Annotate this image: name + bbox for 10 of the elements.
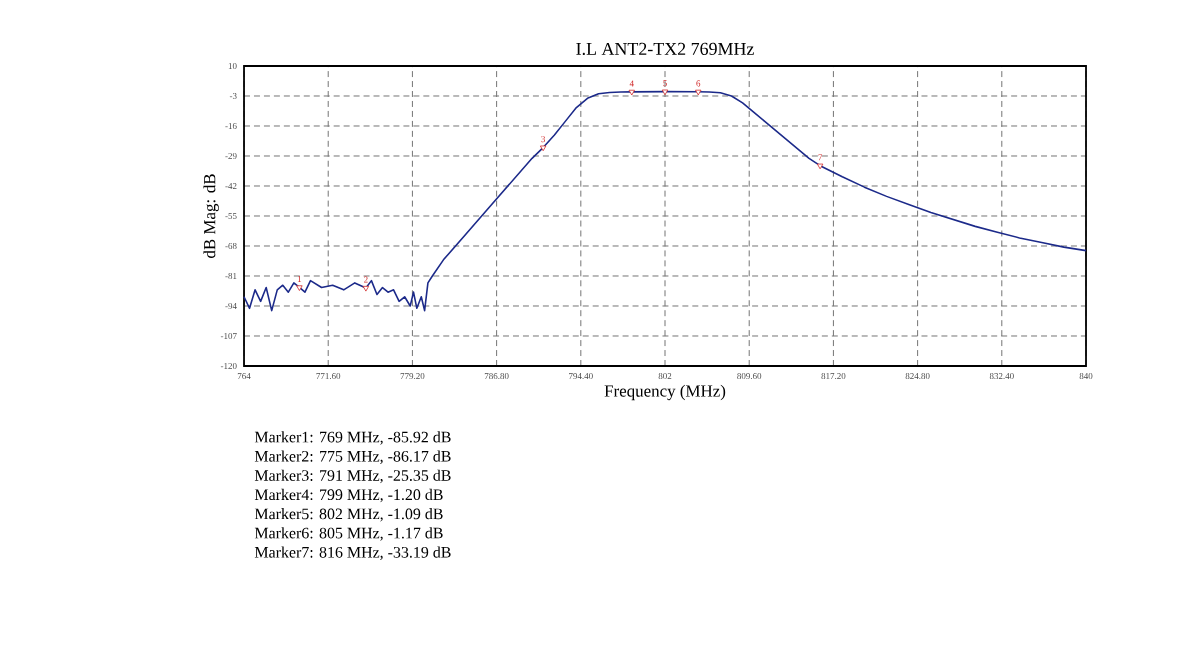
point (539, 145, 547, 152)
point (816, 163, 824, 170)
point (661, 89, 669, 96)
point (695, 89, 702, 96)
x-axis-title: Frequency (MHz) (604, 384, 726, 401)
point (362, 285, 370, 292)
chart-title: I.L ANT2-TX2 769MHz (576, 42, 754, 55)
point (628, 89, 635, 96)
point (296, 285, 303, 291)
y-axis-title: dB Mag: dB (203, 174, 219, 258)
